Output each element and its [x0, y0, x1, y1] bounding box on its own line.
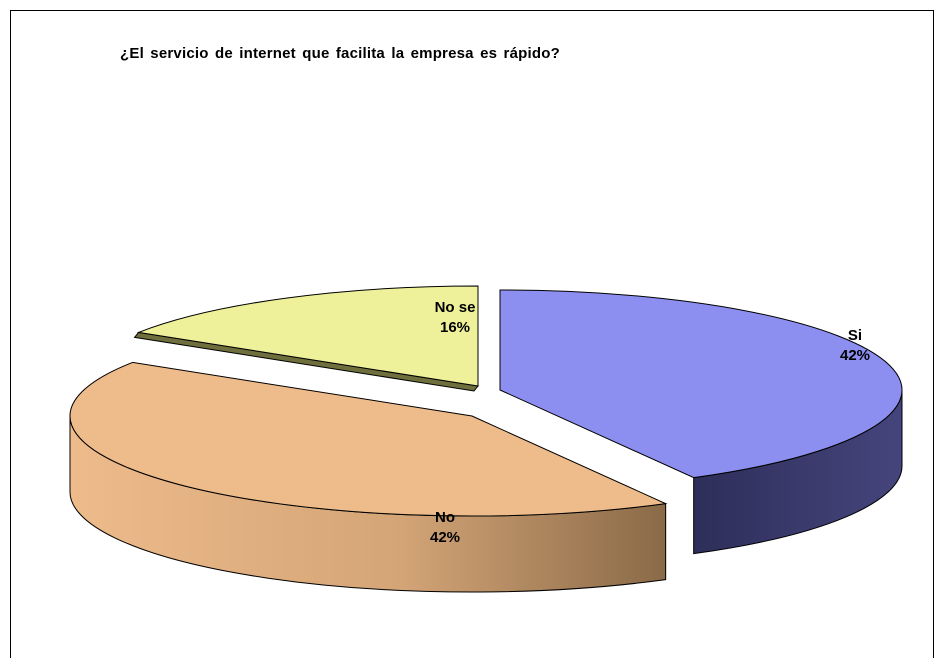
slice-no-se	[136, 285, 479, 387]
data-label-no-se-category: No se	[435, 299, 476, 316]
data-label-si-category: Si	[848, 327, 862, 344]
data-label-no-category: No	[435, 509, 455, 526]
data-label-si-value: 42%	[840, 347, 870, 364]
data-label-no-value: 42%	[430, 529, 460, 546]
slice-si	[499, 289, 903, 479]
data-label-no-se-value: 16%	[440, 319, 470, 336]
chart-title: ¿El servicio de internet que facilita la…	[120, 45, 560, 62]
slice-no	[69, 361, 668, 517]
